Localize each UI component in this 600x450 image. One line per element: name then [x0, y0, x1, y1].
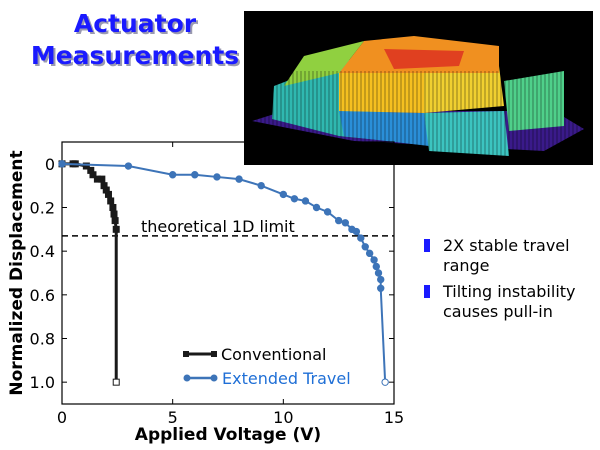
- data-point-extended-travel: [352, 227, 361, 236]
- data-point-conventional: [111, 217, 119, 225]
- data-point-extended-travel: [312, 203, 321, 212]
- data-point-extended-travel: [290, 195, 299, 203]
- data-point-conventional: [104, 190, 112, 198]
- data-point-extended-travel: [370, 256, 378, 264]
- 3d-surface-plot-image: [244, 11, 593, 165]
- x-tick-label: 0: [57, 408, 67, 427]
- data-point-conventional: [98, 175, 106, 183]
- y-tick-label: 0.8: [30, 330, 55, 349]
- legend-label-conventional: Conventional: [221, 345, 326, 364]
- data-point-extended-travel: [377, 284, 385, 292]
- data-point-conventional: [112, 378, 120, 386]
- x-axis-label: Applied Voltage (V): [135, 425, 321, 445]
- data-point-extended-travel: [168, 171, 177, 179]
- x-tick-label: 10: [273, 408, 293, 427]
- bullet-icon: [424, 285, 430, 298]
- bullet-list: 2X stable travel range Tilting instabili…: [420, 236, 600, 328]
- y-tick-label: 0: [45, 155, 55, 174]
- data-point-extended-travel: [124, 162, 133, 170]
- x-tick-label: 15: [384, 408, 404, 427]
- data-point-extended-travel: [58, 160, 66, 168]
- data-point-extended-travel: [334, 216, 343, 225]
- data-point-conventional: [109, 204, 117, 211]
- data-point-extended-travel: [381, 378, 389, 386]
- data-point-extended-travel: [372, 262, 380, 271]
- x-tick-label: 5: [168, 408, 178, 427]
- bullet-item: 2X stable travel range: [420, 236, 600, 276]
- legend: Conventional Extended Travel: [183, 345, 351, 388]
- y-tick-label: 1.0: [30, 373, 55, 392]
- legend-marker-conventional: [183, 351, 189, 357]
- data-point-extended-travel: [357, 234, 365, 242]
- data-point-extended-travel: [235, 175, 243, 183]
- legend-label-extended-travel: Extended Travel: [222, 369, 351, 388]
- data-point-extended-travel: [301, 197, 310, 205]
- y-tick-label: 0.6: [30, 286, 55, 305]
- slide-title: Actuator Measurements: [30, 9, 240, 70]
- data-point-extended-travel: [341, 219, 350, 227]
- data-point-conventional: [107, 197, 115, 205]
- data-point-extended-travel: [213, 173, 221, 181]
- data-point-extended-travel: [361, 243, 369, 251]
- data-point-extended-travel: [365, 249, 374, 258]
- bullet-text: Tilting instability causes pull-in: [443, 282, 576, 321]
- data-point-conventional: [89, 171, 97, 179]
- data-point-extended-travel: [374, 269, 383, 277]
- data-point-extended-travel: [377, 275, 385, 284]
- y-tick-label: 0.4: [30, 242, 55, 261]
- y-axis-label: Normalized Displacement: [7, 150, 27, 395]
- data-point-conventional: [110, 210, 118, 218]
- bullet-icon: [424, 239, 430, 252]
- annotation-theoretical-limit: theoretical 1D limit: [141, 217, 295, 236]
- data-point-extended-travel: [257, 181, 265, 190]
- plot-frame: [61, 141, 395, 405]
- data-point-extended-travel: [323, 208, 332, 216]
- bullet-text: 2X stable travel range: [443, 236, 570, 275]
- data-point-extended-travel: [191, 171, 199, 179]
- data-point-extended-travel: [279, 190, 288, 199]
- data-point-conventional: [82, 162, 90, 170]
- bullet-item: Tilting instability causes pull-in: [420, 282, 600, 322]
- y-tick-label: 0.2: [30, 199, 55, 218]
- data-point-conventional: [112, 225, 120, 233]
- legend-marker-extended: [183, 374, 191, 382]
